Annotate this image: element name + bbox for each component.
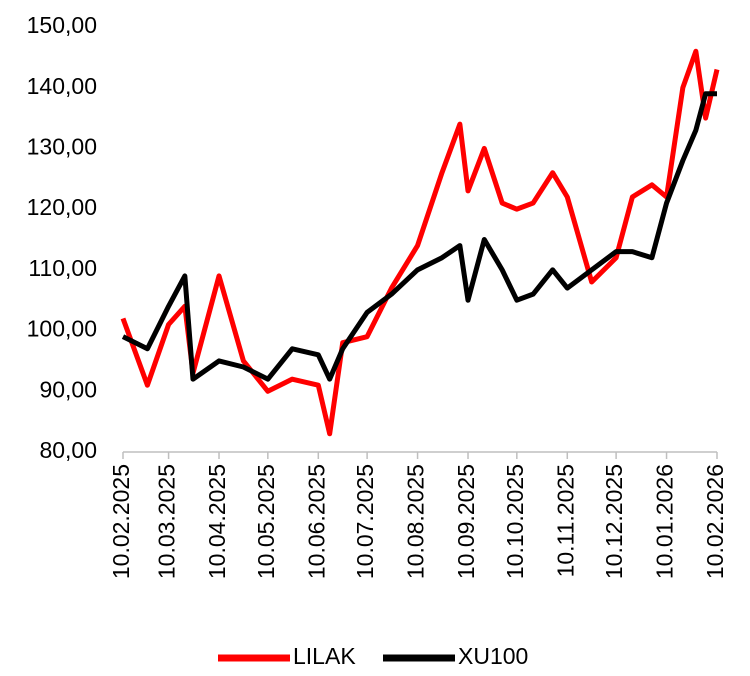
x-tick-label: 10.07.2025: [352, 464, 378, 579]
series-line: [121, 91, 717, 382]
x-tick-label: 10.09.2025: [453, 464, 479, 579]
x-tick-label: 10.02.2026: [702, 464, 728, 579]
y-tick-label: 80,00: [39, 437, 97, 463]
y-tick-label: 110,00: [28, 255, 97, 281]
legend-label: LILAK: [293, 643, 356, 669]
x-tick-label: 10.06.2025: [303, 464, 329, 579]
x-tick-label: 10.01.2026: [652, 464, 678, 579]
x-tick-label: 10.10.2025: [502, 464, 528, 579]
x-tick-label: 10.02.2025: [108, 464, 134, 579]
x-tick-label: 10.04.2025: [204, 464, 230, 579]
y-tick-label: 120,00: [27, 194, 97, 220]
legend-label: XU100: [458, 643, 528, 669]
y-tick-label: 140,00: [27, 73, 97, 99]
y-tick-label: 130,00: [27, 134, 97, 160]
x-tick-label: 10.03.2025: [154, 464, 180, 579]
y-tick-label: 150,00: [27, 12, 97, 38]
x-tick-label: 10.08.2025: [403, 464, 429, 579]
series-line: [120, 48, 720, 437]
x-tick-label: 10.12.2025: [601, 464, 627, 579]
y-tick-label: 100,00: [27, 316, 97, 342]
x-tick-label: 10.05.2025: [253, 464, 279, 579]
y-tick-label: 90,00: [39, 376, 97, 402]
x-tick-label: 10.11.2025: [552, 464, 578, 577]
